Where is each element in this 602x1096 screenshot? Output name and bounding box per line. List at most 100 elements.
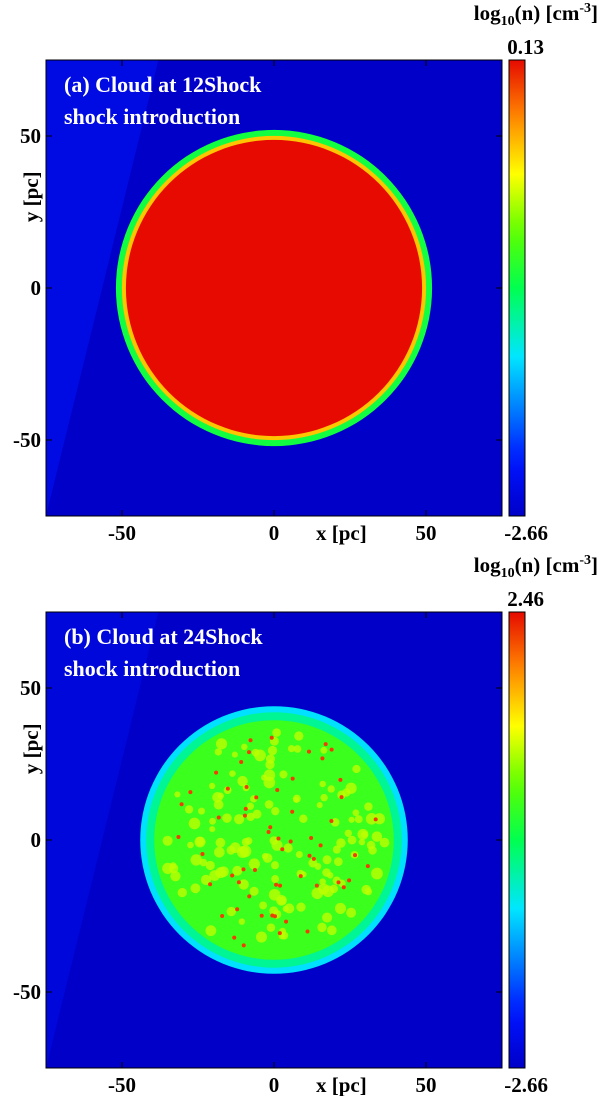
filament xyxy=(188,817,201,830)
filament xyxy=(260,774,268,781)
filament xyxy=(190,854,202,866)
filament xyxy=(213,846,225,858)
filament xyxy=(249,886,259,896)
x-tick-label: 50 xyxy=(416,521,437,545)
filament xyxy=(332,845,341,854)
clump xyxy=(232,935,237,940)
filament xyxy=(364,887,373,896)
clump xyxy=(241,943,246,948)
filament xyxy=(214,748,223,756)
filament xyxy=(246,812,255,822)
filament xyxy=(269,836,279,845)
filament xyxy=(320,746,328,754)
clump xyxy=(275,787,280,792)
filament xyxy=(365,813,378,825)
y-tick-label: -50 xyxy=(13,428,41,452)
filament xyxy=(255,931,268,943)
cloud-core xyxy=(125,139,423,437)
clump xyxy=(306,749,311,754)
filament xyxy=(319,780,326,788)
clump xyxy=(290,809,295,814)
clump xyxy=(220,914,225,919)
clump xyxy=(259,913,264,918)
filament xyxy=(184,805,194,814)
clump xyxy=(290,776,295,781)
filament xyxy=(271,806,280,816)
filament xyxy=(295,850,303,859)
filament xyxy=(237,775,248,787)
filament xyxy=(265,754,276,764)
filament xyxy=(314,863,322,870)
panel-title-line1: (b) Cloud at 24Shock xyxy=(64,624,263,649)
filament xyxy=(174,791,181,798)
y-axis-label: y [pc] xyxy=(19,171,43,222)
filament xyxy=(177,887,188,898)
filament xyxy=(259,901,268,910)
clump xyxy=(200,852,205,857)
clump xyxy=(248,738,253,743)
colorbar xyxy=(508,59,526,517)
filament xyxy=(333,857,343,867)
clump xyxy=(176,834,181,839)
clump xyxy=(236,880,241,885)
clump xyxy=(284,919,289,924)
clump xyxy=(320,756,325,761)
clump xyxy=(329,747,334,752)
filament xyxy=(361,831,369,839)
x-tick-label: 0 xyxy=(269,521,280,545)
filament xyxy=(294,731,304,741)
y-tick-label: 50 xyxy=(20,124,41,148)
filament xyxy=(316,802,323,809)
filament xyxy=(187,841,194,849)
clump xyxy=(252,868,257,873)
filament xyxy=(277,896,287,905)
filament xyxy=(321,912,333,923)
clump xyxy=(269,735,274,740)
clump xyxy=(214,770,219,775)
clump xyxy=(266,830,271,835)
filament xyxy=(371,867,383,880)
filament xyxy=(268,888,281,901)
filament xyxy=(194,836,205,847)
clump xyxy=(241,867,246,872)
filament xyxy=(241,838,250,847)
filament xyxy=(282,905,289,912)
clump xyxy=(246,750,251,755)
shocked-region xyxy=(46,60,159,516)
colorbar xyxy=(508,611,526,1069)
clump xyxy=(365,864,370,869)
filament xyxy=(238,879,249,890)
x-tick-label: 0 xyxy=(269,1073,280,1096)
colorbar-min-label: -2.66 xyxy=(504,521,548,545)
clump xyxy=(276,836,281,841)
filament xyxy=(334,902,347,914)
filament xyxy=(344,829,353,837)
filament xyxy=(379,837,390,848)
filament xyxy=(209,870,220,881)
filament xyxy=(317,922,327,933)
filament xyxy=(209,817,217,825)
clump xyxy=(239,759,244,764)
y-tick-label: -50 xyxy=(13,980,41,1004)
filament xyxy=(232,865,243,876)
clump xyxy=(353,853,358,858)
filament xyxy=(279,770,288,779)
colorbar-label: log10(n) [cm-3] xyxy=(474,553,598,581)
clump xyxy=(341,885,346,890)
filament xyxy=(222,813,232,823)
filament xyxy=(233,814,245,825)
filament xyxy=(215,738,228,750)
panel-title-line1: (a) Cloud at 12Shock xyxy=(64,72,262,97)
filament xyxy=(347,835,357,845)
filament xyxy=(264,800,274,809)
filament xyxy=(293,745,302,753)
clump xyxy=(318,843,323,848)
panel-title-line2: shock introduction xyxy=(64,104,240,129)
y-axis-label: y [pc] xyxy=(19,723,43,774)
filament xyxy=(371,831,383,842)
filament xyxy=(352,809,360,817)
filament xyxy=(269,906,279,916)
filament xyxy=(322,855,332,865)
clump xyxy=(329,819,334,824)
